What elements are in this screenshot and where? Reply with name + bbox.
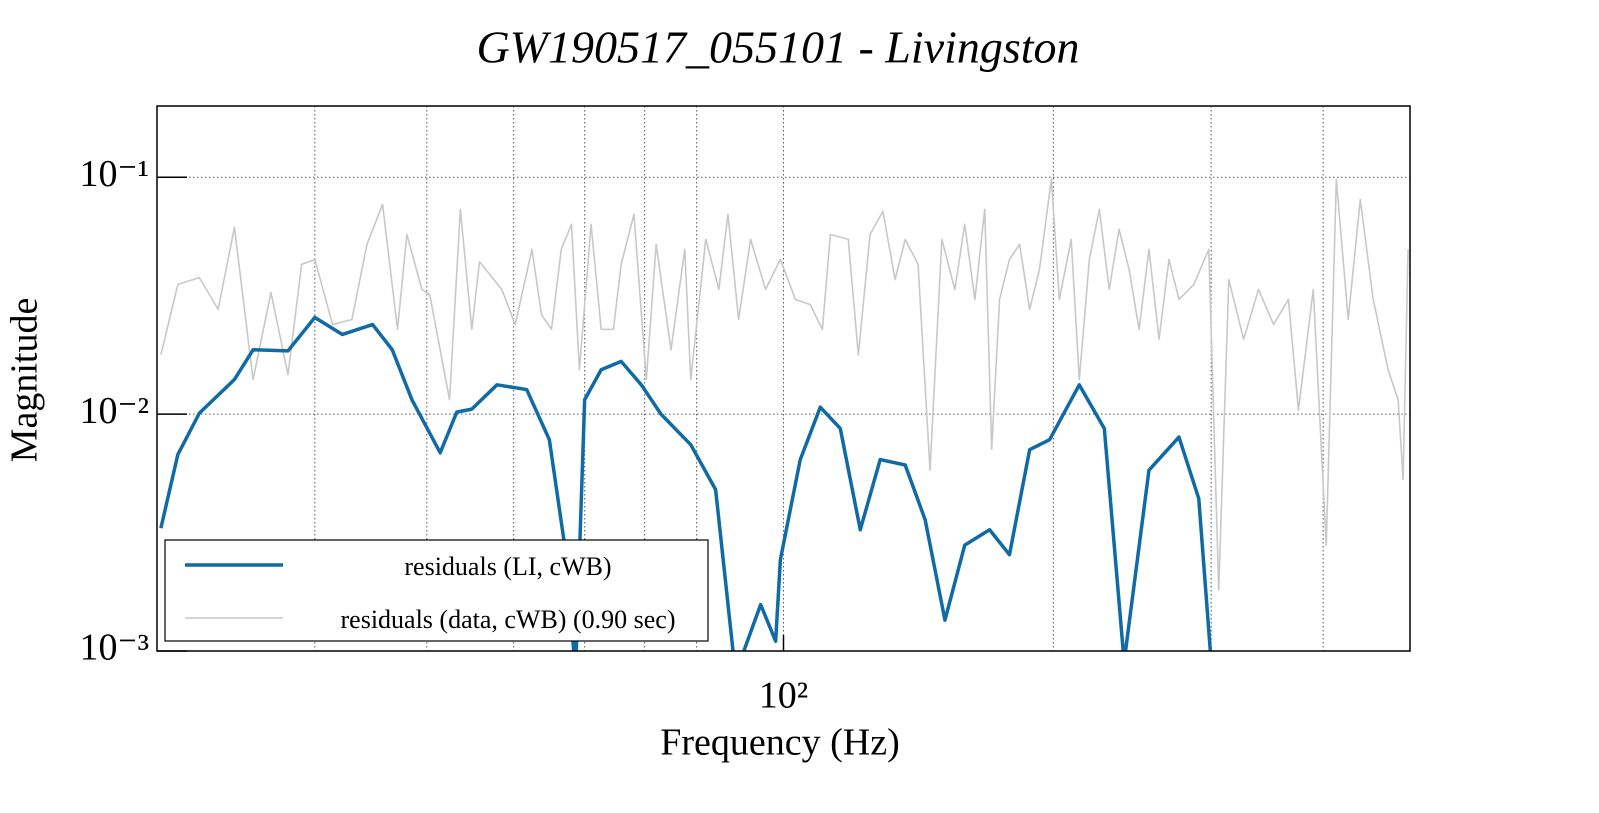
series-line [160,178,1409,591]
series-line [159,315,1213,651]
y-tick-label: 10⁻³ [80,627,149,669]
x-axis-label: Frequency (Hz) [660,722,900,764]
chart-title: GW190517_055101 - Livingston [476,22,1079,73]
axes: 10² 10⁻¹ 10⁻² 10⁻³ [80,153,809,717]
y-tick-label: 10⁻¹ [80,153,149,195]
legend: residuals (LI, cWB) residuals (data, cWB)… [164,539,709,642]
y-axis-label: Magnitude [4,298,46,463]
plot-lines [159,178,1409,651]
y-tick-label: 10⁻² [80,390,149,432]
grid [157,106,1410,651]
legend-label: residuals (data, cWB) (0.90 sec) [341,605,676,634]
x-tick-label: 10² [759,675,808,717]
legend-label: residuals (LI, cWB) [404,552,611,581]
legend-box [164,539,709,642]
